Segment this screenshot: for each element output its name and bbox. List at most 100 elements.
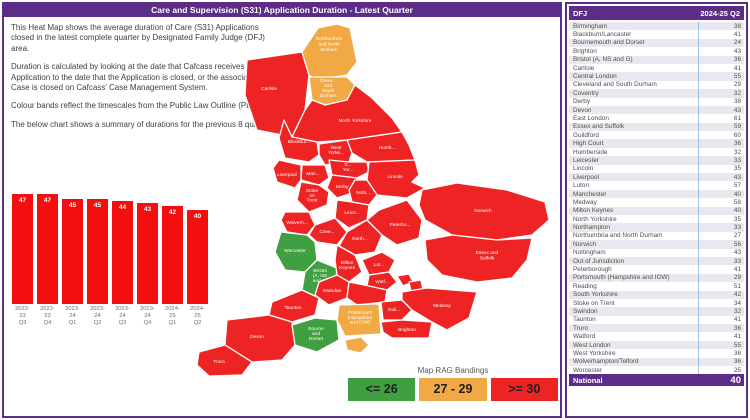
dfj-name: Devon	[573, 106, 592, 114]
dfj-name: Leicester	[573, 156, 599, 164]
dfj-table-body: Birmingham 38 Blackburn/Lancaster 41 Bournem…	[569, 22, 744, 375]
table-row: Taunton 41	[569, 315, 744, 325]
map-region-label: Stoke on Trent	[306, 188, 319, 204]
table-row: High Court 36	[569, 139, 744, 148]
map-region-peterborough: Peterbo...	[366, 199, 423, 246]
dfj-value: 43	[698, 248, 744, 257]
dfj-name: Wolverhampton/Telford	[573, 358, 639, 366]
dfj-value: 61	[698, 114, 744, 123]
bar-value-label: 47	[18, 197, 27, 204]
map-region-label: Blackbur...	[288, 139, 310, 145]
table-row: Carlisle 41	[569, 63, 744, 73]
map-region-label: Brighton	[398, 327, 416, 333]
bar: 45	[62, 198, 83, 304]
column-header-dfj: DFJ	[573, 8, 588, 18]
table-row: Out of Jurisdiction 33	[569, 256, 744, 266]
bar-value-label: 45	[68, 201, 77, 209]
table-row: Coventry 32	[569, 89, 744, 98]
dfj-name: Worcester	[573, 366, 603, 374]
table-row: Derby 38	[569, 97, 744, 106]
dfj-name: Out of Jurisdiction	[573, 257, 625, 265]
dfj-name: Brighton	[573, 47, 597, 55]
table-row: Lincoln 35	[569, 164, 744, 174]
dfj-value: 40	[698, 206, 744, 215]
map-region-stoke: Stoke on Trent	[296, 181, 330, 213]
dfj-name: Essex and Suffolk	[573, 123, 625, 131]
dfj-value: 24	[698, 38, 744, 48]
bar-column: 43 2023-24 Q4	[137, 182, 158, 326]
dfj-value: 55	[698, 72, 744, 81]
dfj-value: 25	[698, 366, 744, 375]
dfj-value: 29	[698, 80, 744, 90]
report-description: This Heat Map shows the average duration…	[11, 23, 277, 138]
dfj-name: Norwich	[573, 240, 597, 248]
bar: 44	[112, 201, 133, 304]
bar-category-label: 2023-24 Q2	[90, 306, 105, 326]
map-region-label: Devon	[250, 334, 264, 340]
dfj-value: 34	[698, 298, 744, 308]
map-region-label: Milton Keynes	[339, 260, 356, 271]
dfj-value: 38	[698, 97, 744, 106]
dfj-name: Taunton	[573, 316, 596, 324]
map-region-portsmouth: Portsmouth (Hampshire and IOW)	[336, 303, 382, 337]
table-row: Milton Keynes 40	[569, 206, 744, 215]
table-header: DFJ 2024-25 Q2	[569, 6, 744, 20]
map-region-truro: Truro	[196, 344, 253, 377]
dfj-name: West Yorkshire	[573, 349, 616, 357]
dfj-value: 33	[698, 223, 744, 232]
duration-bar-chart: 47 2022-23 Q3 47 2022-23 Q4 45 2023-24 Q1 45 2023-…	[12, 182, 214, 326]
map-region-label: Derby	[336, 184, 349, 190]
table-row: Bournemouth and Dorset 24	[569, 38, 744, 48]
bar-column: 45 2023-24 Q1	[62, 182, 83, 326]
dfj-name: Bristol (A, NS and G)	[573, 56, 633, 64]
map-region-label: Taunton	[284, 305, 301, 311]
dfj-value: 32	[698, 147, 744, 157]
map-region-guildford: Guil...	[380, 299, 413, 321]
bar: 47	[12, 194, 33, 304]
map-region-label: Carlisle	[261, 86, 277, 92]
dfj-name: Northampton	[573, 224, 610, 232]
table-row: Cleveland and South Durham 29	[569, 80, 744, 90]
bar-category-label: 2022-23 Q4	[40, 306, 55, 326]
dfj-name: Lincoln	[573, 165, 594, 173]
map-region-iow	[344, 336, 370, 354]
map-region-liverpool: Liverpool	[272, 159, 302, 189]
dfj-name: West London	[573, 341, 611, 349]
table-row: Manchester 40	[569, 189, 744, 199]
legend-band-red: >= 30	[490, 378, 558, 401]
dfj-name: Nottingham	[573, 249, 606, 257]
bar: 43	[137, 203, 158, 304]
map-region-essex: Essex and Suffolk	[424, 234, 533, 283]
dfj-value: 40	[698, 189, 744, 199]
dfj-value: 36	[698, 55, 744, 64]
dfj-name: Carlisle	[573, 64, 595, 72]
table-row: South Yorkshire 42	[569, 290, 744, 299]
dfj-value: 35	[698, 214, 744, 224]
dfj-value: 41	[698, 265, 744, 274]
table-row: Swindon 32	[569, 307, 744, 316]
bar: 45	[87, 198, 108, 304]
dfj-value: 32	[698, 89, 744, 98]
bar-column: 42 2024-25 Q1	[162, 182, 183, 326]
table-row: Humberside 32	[569, 147, 744, 157]
map-region-northumbria: Northumbria and North Durham	[301, 23, 358, 81]
map-region-label: Guil...	[388, 307, 401, 313]
map-region-wolverhampton: Wolverh...	[280, 211, 316, 236]
bar-value-label: 42	[168, 208, 177, 216]
dfj-value: 32	[698, 307, 744, 316]
table-row: Brighton 43	[569, 47, 744, 56]
map-region-label: Lut...	[374, 262, 385, 268]
dfj-name: Manchester	[573, 190, 607, 198]
dfj-value: 43	[698, 105, 744, 115]
map-region-label: West Yorks...	[328, 145, 344, 156]
map-region-label: Peterbo...	[390, 222, 411, 228]
map-region-label: North Yorkshire	[339, 118, 372, 124]
dfj-value: 55	[698, 340, 744, 350]
dfj-name: Coventry	[573, 89, 599, 97]
dfj-name: Reading	[573, 282, 597, 290]
dfj-name: Blackburn/Lancaster	[573, 31, 632, 39]
map-region-bournemouth: Bourne and Dorset	[291, 317, 340, 353]
bar-category-label: 2023-24 Q4	[140, 306, 155, 326]
dfj-name: Truro	[573, 324, 589, 332]
map-region-label: Liverpool	[277, 172, 296, 178]
